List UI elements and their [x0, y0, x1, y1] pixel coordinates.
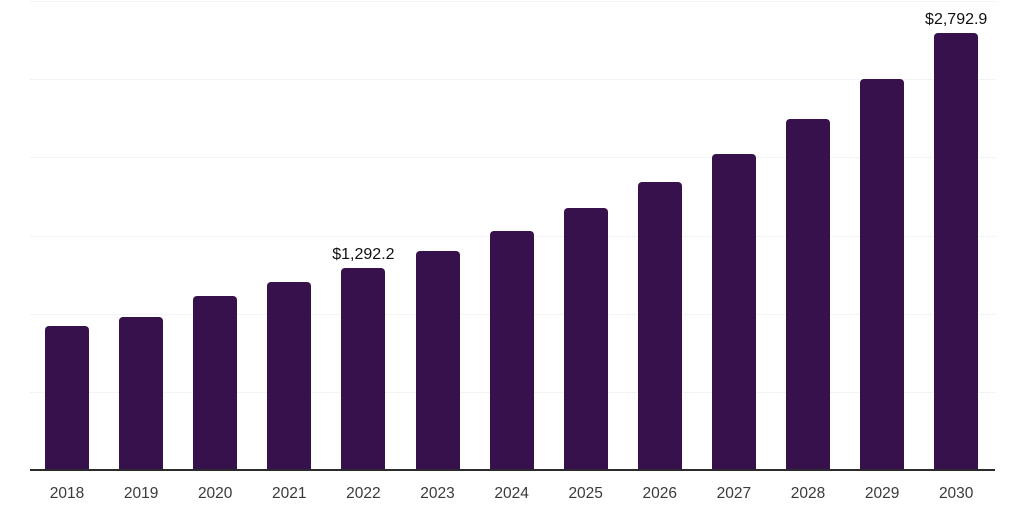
bar-2030	[934, 33, 979, 470]
bar-2024	[489, 230, 534, 470]
gridline-2000	[30, 157, 995, 159]
bar-2021	[267, 282, 312, 470]
bar-2019	[119, 317, 164, 470]
bar-2028	[786, 119, 830, 470]
x-tick-2029: 2029	[864, 485, 900, 502]
bar-2023	[415, 251, 460, 470]
x-tick-2019: 2019	[123, 485, 159, 502]
bar-2020	[193, 295, 238, 470]
x-tick-2021: 2021	[272, 485, 307, 502]
x-tick-2018: 2018	[49, 485, 85, 502]
x-tick-2025: 2025	[568, 485, 603, 502]
value-label-2030: $2,792.9	[925, 11, 988, 29]
x-tick-2020: 2020	[197, 485, 233, 502]
bar-2025	[563, 208, 608, 470]
x-tick-2028: 2028	[790, 485, 826, 502]
x-tick-2024: 2024	[494, 485, 529, 502]
x-tick-2022: 2022	[346, 485, 381, 502]
gridline-3000	[30, 1, 995, 2]
x-tick-2023: 2023	[420, 485, 455, 502]
bar-2029	[860, 79, 905, 470]
gridline-2500	[30, 79, 995, 81]
x-axis-line	[30, 469, 995, 471]
bar-2026	[637, 182, 682, 470]
bar-2027	[711, 153, 756, 470]
bar-2018	[45, 326, 89, 470]
bar-2022	[341, 267, 386, 470]
x-tick-2027: 2027	[716, 485, 752, 502]
x-tick-2030: 2030	[938, 485, 974, 502]
value-label-2022: $1,292.2	[332, 245, 395, 263]
x-tick-2026: 2026	[642, 485, 678, 502]
